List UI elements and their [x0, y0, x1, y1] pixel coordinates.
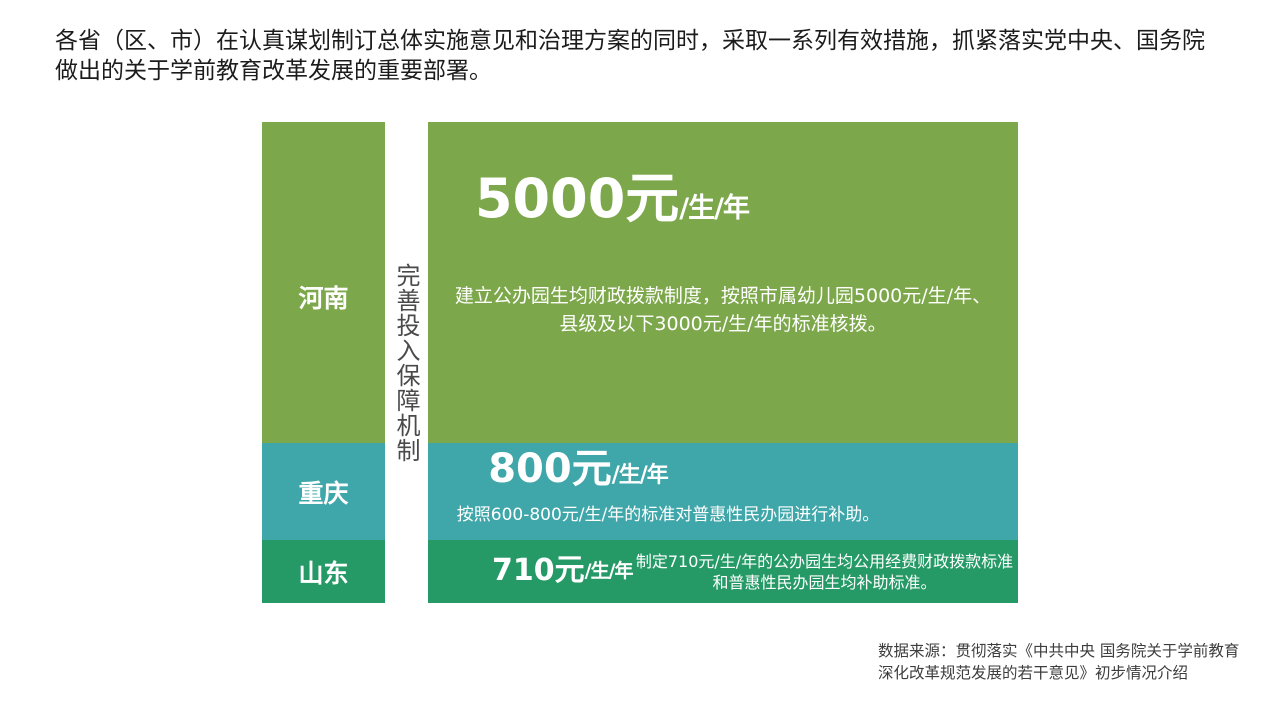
source-note-line1: 数据来源：贯彻落实《中共中央 国务院关于学前教育 [878, 642, 1240, 660]
province-label-henan: 河南 [262, 122, 385, 443]
province-label-henan-text: 河南 [298, 283, 349, 313]
content-block-chongqing: 800元/生/年 按照600-800元/生/年的标准对普惠性民办园进行补助。 [428, 443, 1018, 540]
province-label-chongqing-text: 重庆 [298, 478, 349, 508]
source-note: 数据来源：贯彻落实《中共中央 国务院关于学前教育 深化改革规范发展的若干意见》初… [878, 640, 1248, 684]
value-headline-shandong: 710元/生/年 [492, 540, 634, 603]
vertical-title: 完善投入保障机制 [392, 262, 420, 463]
province-label-chongqing: 重庆 [262, 443, 385, 540]
unit-henan: /生/年 [679, 193, 750, 224]
province-label-shandong-text: 山东 [298, 558, 349, 588]
content-block-henan: 5000元/生/年 建立公办园生均财政拨款制度，按照市属幼儿园5000元/生/年… [428, 122, 1018, 443]
source-note-line2: 深化改革规范发展的若干意见》初步情况介绍 [878, 664, 1189, 682]
description-chongqing: 按照600-800元/生/年的标准对普惠性民办园进行补助。 [456, 505, 880, 525]
value-shandong: 710元 [492, 553, 585, 589]
province-label-shandong: 山东 [262, 540, 385, 603]
unit-chongqing: /生/年 [611, 463, 669, 488]
description-shandong: 制定710元/生/年的公办园生均公用经费财政拨款标准和普惠性民办园生均补助标准。 [635, 551, 1014, 592]
content-block-shandong: 710元/生/年 制定710元/生/年的公办园生均公用经费财政拨款标准和普惠性民… [428, 540, 1018, 603]
unit-shandong: /生/年 [584, 559, 634, 582]
vertical-title-container: 完善投入保障机制 [385, 122, 428, 603]
value-chongqing: 800元 [488, 446, 612, 492]
value-headline-chongqing: 800元/生/年 [428, 446, 728, 492]
value-henan: 5000元 [474, 167, 680, 230]
intro-paragraph: 各省（区、市）在认真谋划制订总体实施意见和治理方案的同时，采取一系列有效措施，抓… [55, 28, 1205, 84]
value-headline-henan: 5000元/生/年 [428, 167, 796, 230]
description-henan: 建立公办园生均财政拨款制度，按照市属幼儿园5000元/生/年、县级及以下3000… [454, 285, 992, 335]
